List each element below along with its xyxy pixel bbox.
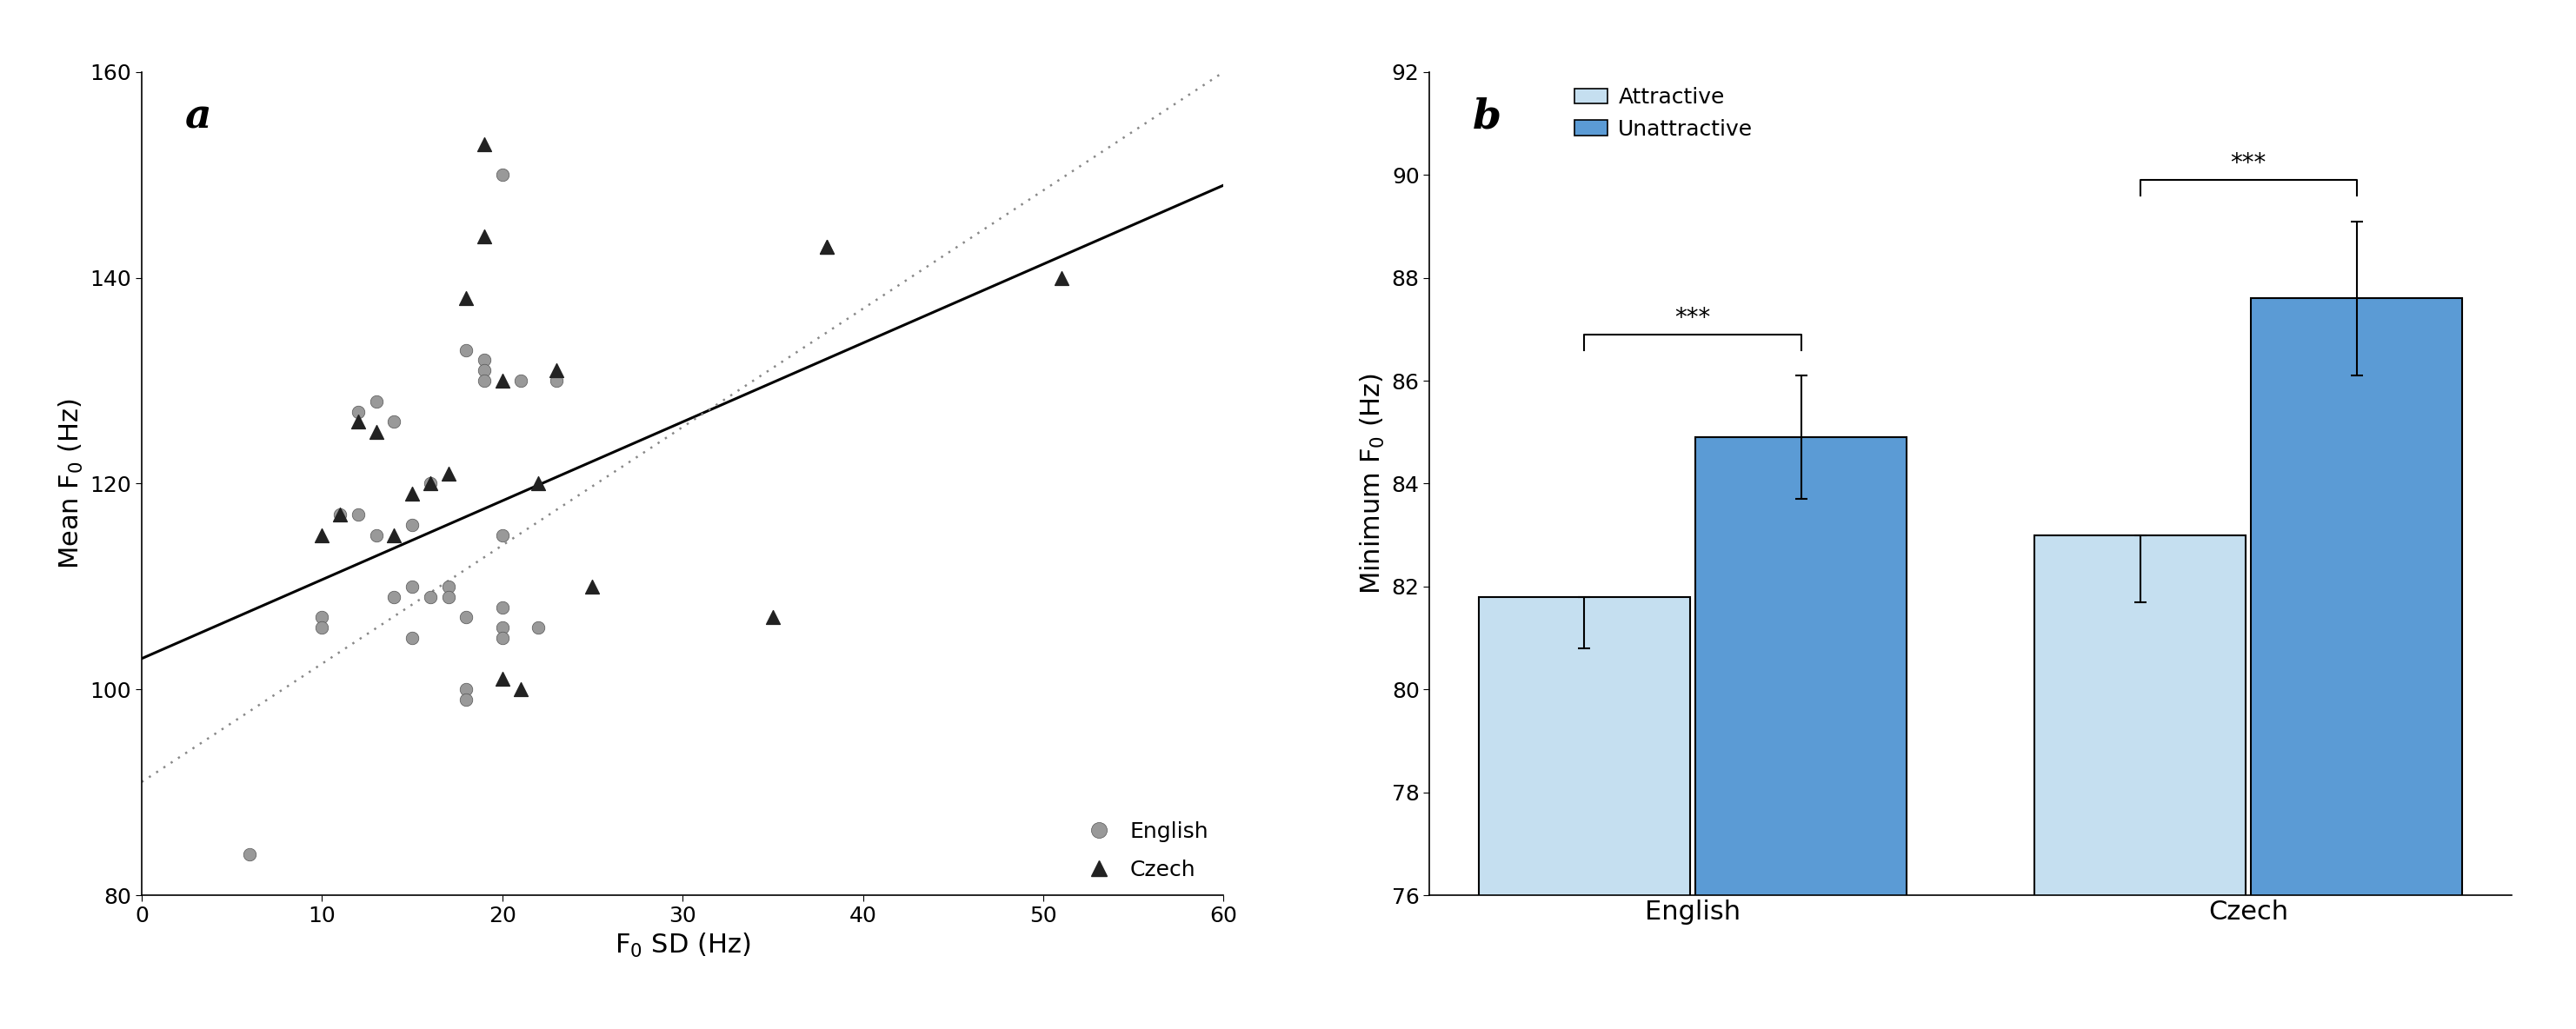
Czech xyxy=(337,414,379,430)
Czech xyxy=(1041,270,1082,286)
English xyxy=(229,846,270,862)
English xyxy=(374,414,415,430)
English xyxy=(446,609,487,626)
English xyxy=(410,589,451,605)
Y-axis label: Minimum F$_0$ (Hz): Minimum F$_0$ (Hz) xyxy=(1360,372,1386,595)
English xyxy=(319,506,361,523)
English xyxy=(374,589,415,605)
Czech xyxy=(500,681,541,698)
Czech xyxy=(482,671,523,687)
English xyxy=(428,589,469,605)
English xyxy=(482,630,523,646)
Bar xyxy=(1479,597,1690,1029)
English xyxy=(410,475,451,492)
Legend: English, Czech: English, Czech xyxy=(1074,817,1213,884)
English xyxy=(482,527,523,543)
Text: b: b xyxy=(1473,97,1502,137)
Czech xyxy=(752,609,793,626)
English xyxy=(518,619,559,636)
Czech xyxy=(392,486,433,502)
Text: ***: *** xyxy=(1674,306,1710,330)
Czech xyxy=(464,228,505,245)
Legend: Attractive, Unattractive: Attractive, Unattractive xyxy=(1566,78,1762,148)
Czech xyxy=(374,527,415,543)
English xyxy=(301,609,343,626)
Bar xyxy=(2035,535,2246,1029)
Bar xyxy=(1695,437,1906,1029)
English xyxy=(446,691,487,708)
English xyxy=(464,372,505,389)
English xyxy=(536,372,577,389)
English xyxy=(482,167,523,183)
English xyxy=(392,517,433,533)
English xyxy=(500,372,541,389)
Czech xyxy=(806,239,848,255)
English xyxy=(464,362,505,379)
Czech xyxy=(301,527,343,543)
Czech xyxy=(536,362,577,379)
English xyxy=(428,578,469,595)
Czech xyxy=(572,578,613,595)
English xyxy=(482,599,523,615)
English xyxy=(392,578,433,595)
Czech xyxy=(464,136,505,152)
Czech xyxy=(446,290,487,307)
English xyxy=(392,630,433,646)
Y-axis label: Mean F$_0$ (Hz): Mean F$_0$ (Hz) xyxy=(57,398,85,569)
English xyxy=(446,681,487,698)
Czech xyxy=(482,372,523,389)
English xyxy=(355,527,397,543)
Czech xyxy=(319,506,361,523)
X-axis label: F$_0$ SD (Hz): F$_0$ SD (Hz) xyxy=(616,931,750,959)
English xyxy=(482,619,523,636)
English xyxy=(337,506,379,523)
Czech xyxy=(410,475,451,492)
English xyxy=(301,619,343,636)
Text: ***: *** xyxy=(2231,151,2267,176)
English xyxy=(464,352,505,368)
English xyxy=(337,403,379,420)
Bar xyxy=(2251,298,2463,1029)
Czech xyxy=(806,239,848,255)
English xyxy=(355,393,397,410)
Czech xyxy=(355,424,397,440)
Czech xyxy=(518,475,559,492)
English xyxy=(446,342,487,358)
Text: a: a xyxy=(185,97,211,137)
Czech xyxy=(428,465,469,482)
